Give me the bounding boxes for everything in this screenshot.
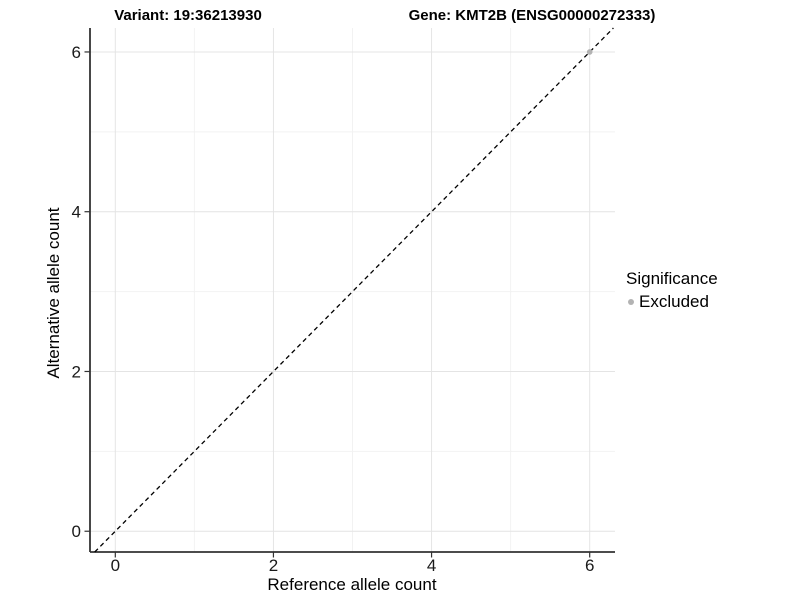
variant-title: Variant: 19:36213930	[114, 7, 262, 24]
y-tick-label: 4	[72, 203, 81, 222]
x-tick-label: 2	[269, 556, 278, 575]
legend: Significance Excluded	[626, 269, 718, 312]
legend-item-label: Excluded	[639, 292, 709, 311]
y-axis-title: Alternative allele count	[44, 207, 63, 379]
identity-dashed-line	[94, 27, 614, 553]
legend-title: Significance	[626, 269, 718, 288]
y-tick-label: 2	[72, 362, 81, 381]
x-axis-title: Reference allele count	[267, 575, 437, 594]
x-tick-label: 0	[111, 556, 120, 575]
y-tick-label: 6	[72, 43, 81, 62]
excluded-point-icon	[628, 299, 634, 305]
x-tick-label: 6	[585, 556, 594, 575]
gene-title: Gene: KMT2B (ENSG00000272333)	[408, 7, 656, 24]
x-tick-label: 4	[427, 556, 436, 575]
legend-item-excluded: Excluded	[626, 292, 718, 312]
data-point	[586, 49, 593, 55]
y-tick-label: 0	[72, 522, 81, 541]
